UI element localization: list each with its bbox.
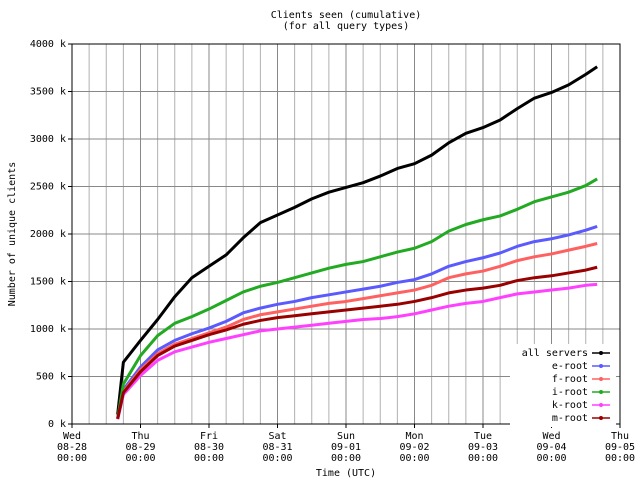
x-tick-label: Sat 08-31 00:00 xyxy=(262,431,292,464)
series-line xyxy=(116,224,598,419)
legend-label: i-root xyxy=(552,387,588,398)
y-tick-label: 3500 k xyxy=(30,87,66,98)
x-tick-label: Mon 09-02 00:00 xyxy=(399,431,429,464)
plot-frame xyxy=(71,43,621,425)
y-tick-label: 0 k xyxy=(48,419,66,430)
legend-marker xyxy=(599,416,603,420)
x-tick-label: Wed 09-04 00:00 xyxy=(536,431,566,464)
legend-marker xyxy=(599,403,603,407)
legend-label: e-root xyxy=(552,361,588,372)
series-line xyxy=(116,282,598,420)
series-line xyxy=(116,242,598,420)
y-tick-label: 2500 k xyxy=(30,182,66,193)
y-tick-label: 500 k xyxy=(36,372,66,383)
y-tick-label: 1000 k xyxy=(30,324,66,335)
legend-marker xyxy=(599,351,603,355)
x-tick-label: Thu 09-05 00:00 xyxy=(605,431,635,464)
chart-title: Clients seen (cumulative) xyxy=(271,10,422,21)
series-line xyxy=(116,265,598,420)
x-tick-label: Wed 08-28 00:00 xyxy=(57,431,87,464)
legend-label: f-root xyxy=(552,374,588,385)
x-tick-label: Thu 08-29 00:00 xyxy=(125,431,155,464)
legend-label: m-root xyxy=(552,413,588,424)
x-axis-label: Time (UTC) xyxy=(316,468,376,479)
legend-marker xyxy=(599,390,603,394)
y-tick-label: 1500 k xyxy=(30,277,66,288)
x-tick-label: Tue 09-03 00:00 xyxy=(468,431,498,464)
chart-subtitle: (for all query types) xyxy=(283,21,409,32)
series-line xyxy=(116,65,598,415)
y-tick-label: 4000 k xyxy=(30,39,66,50)
y-axis-label: Number of unique clients xyxy=(7,162,18,307)
legend-marker xyxy=(599,377,603,381)
x-tick-label: Sun 09-01 00:00 xyxy=(331,431,361,464)
y-tick-label: 3000 k xyxy=(30,134,66,145)
legend-marker xyxy=(599,364,603,368)
legend-box xyxy=(510,344,616,427)
y-tick-label: 2000 k xyxy=(30,229,66,240)
legend-label: k-root xyxy=(552,400,588,411)
legend-label: all servers xyxy=(522,348,588,359)
x-tick-label: Fri 08-30 00:00 xyxy=(194,431,224,464)
series-line xyxy=(116,177,598,419)
